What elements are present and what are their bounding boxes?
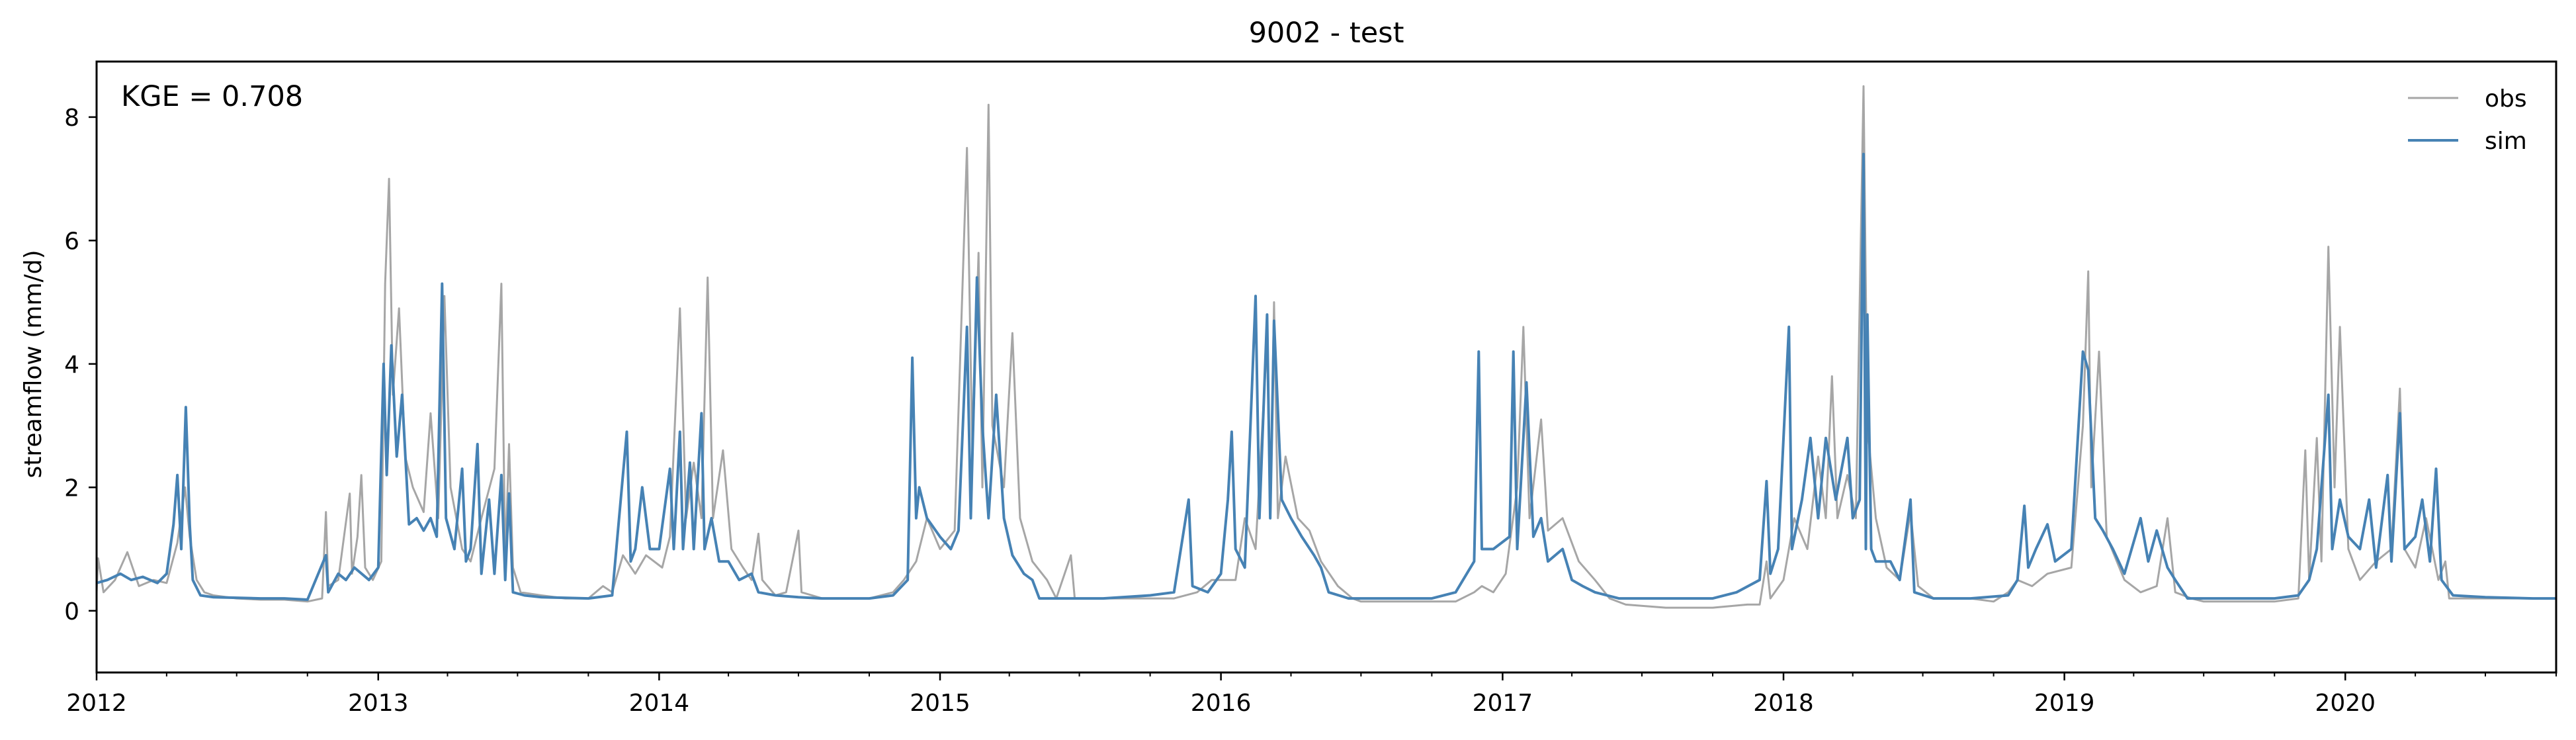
x-tick-label: 2017 [1473,690,1533,717]
y-tick-label: 2 [64,475,79,502]
series-line-sim [97,152,2556,601]
x-tick-label: 2014 [629,690,690,717]
chart-title: 9002 - test [1249,17,1404,50]
y-tick-label: 6 [64,228,79,255]
y-tick-label: 4 [64,351,79,379]
legend: obs sim [2408,85,2527,155]
y-axis: 0 2 4 6 8 [64,105,97,625]
legend-label-sim: sim [2485,128,2527,155]
x-tick-label: 2012 [66,690,127,717]
plot-frame [95,60,2557,674]
y-axis-label: streamflow (mm/d) [20,250,47,479]
kge-annotation: KGE = 0.708 [121,80,303,113]
x-tick-label: 2013 [348,690,409,717]
legend-label-obs: obs [2485,85,2527,113]
x-tick-label: 2016 [1191,690,1252,717]
series-layer [97,85,2556,609]
y-tick-label: 8 [64,105,79,132]
x-tick-label: 2015 [910,690,970,717]
y-tick-label: 0 [64,598,79,625]
x-tick-label: 2019 [2034,690,2095,717]
x-axis: 2012 2013 2014 2015 2016 2017 2018 2019 2020 [66,672,2557,717]
x-tick-label: 2020 [2315,690,2376,717]
x-tick-label: 2018 [1753,690,1814,717]
